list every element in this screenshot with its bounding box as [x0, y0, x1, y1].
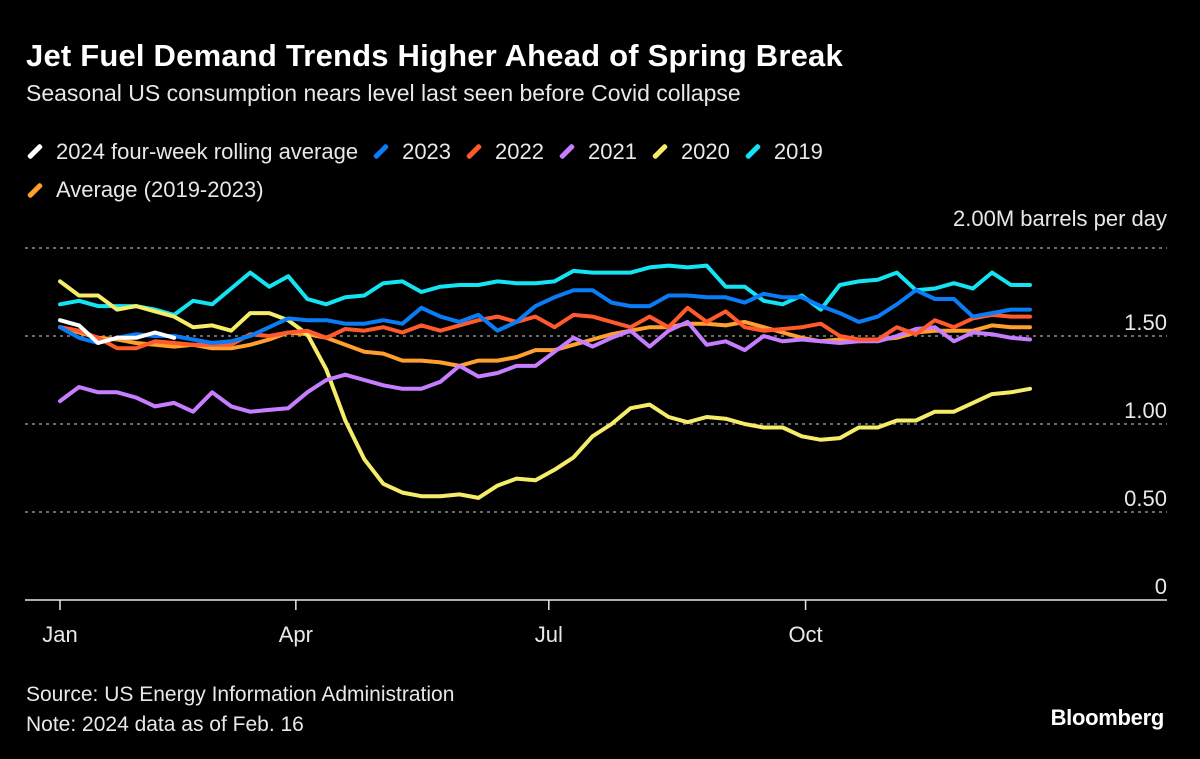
legend-label: 2024 four-week rolling average [56, 138, 359, 164]
legend-item: Average (2019-2023) [26, 173, 264, 207]
x-tick-label: Oct [788, 622, 823, 647]
series-line-2024-four-week-rolling-average [58, 318, 177, 345]
source-note: Source: US Energy Information Administra… [26, 680, 454, 740]
legend-label: 2020 [680, 138, 730, 164]
chart-title: Jet Fuel Demand Trends Higher Ahead of S… [26, 38, 843, 73]
chart-subtitle: Seasonal US consumption nears level last… [26, 80, 741, 106]
y-tick-label: 1.00 [1124, 398, 1167, 423]
note-text: Note: 2024 data as of Feb. 16 [26, 713, 304, 736]
y-tick-label: 0.50 [1124, 486, 1167, 511]
legend-item: 2023 [372, 135, 451, 169]
x-tick-label: Jul [534, 622, 563, 647]
legend-label: 2021 [587, 138, 637, 164]
legend-item: 2021 [558, 135, 637, 169]
legend-label: 2022 [495, 138, 544, 164]
series-line-2022 [58, 305, 1032, 351]
legend-item: 2024 four-week rolling average [26, 135, 358, 169]
legend-label: 2023 [402, 138, 452, 164]
legend-label: Average (2019-2023) [56, 177, 264, 202]
y-tick-label: 1.50 [1124, 310, 1167, 335]
legend-item: 2020 [651, 135, 730, 169]
x-tick-label: Jan [42, 622, 78, 647]
legend-label: 2019 [773, 138, 823, 164]
series-line-2023 [58, 288, 1032, 345]
source-text: Source: US Energy Information Administra… [26, 683, 455, 706]
series-line-2019 [58, 263, 1032, 317]
x-tick-label: Apr [278, 622, 313, 647]
series-line-2020 [58, 279, 1032, 500]
y-tick-label: 0 [1154, 574, 1167, 599]
bloomberg-logo: Bloomberg [1050, 705, 1165, 730]
legend: 2024 four-week rolling average 2023 2022 20… [26, 130, 1176, 207]
legend-item: 2022 [465, 135, 544, 169]
y-axis-unit-label: 2.00M barrels per day [953, 206, 1167, 231]
legend-item: 2019 [744, 135, 823, 169]
